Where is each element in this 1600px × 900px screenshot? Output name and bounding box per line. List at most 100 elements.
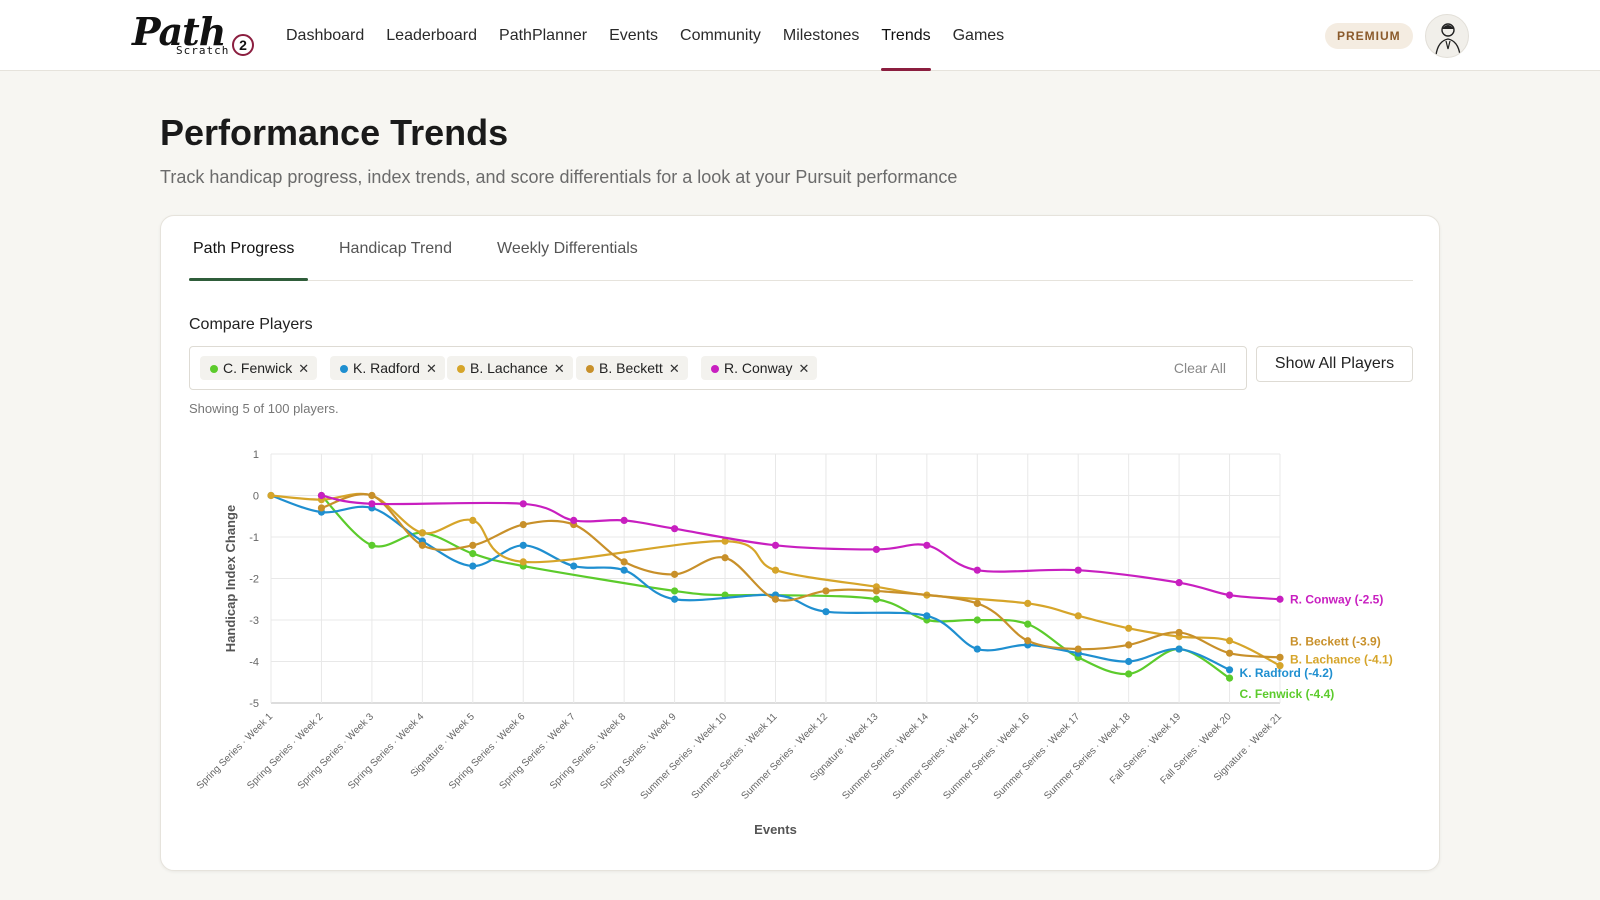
data-point bbox=[267, 491, 275, 500]
tab-path-progress[interactable]: Path Progress bbox=[193, 240, 295, 257]
trend-tabs: Path Progress Handicap Trend Weekly Diff… bbox=[189, 216, 1413, 281]
remove-player-icon[interactable]: ✕ bbox=[553, 361, 565, 376]
data-point bbox=[1024, 620, 1032, 628]
y-tick-label: -5 bbox=[249, 698, 259, 710]
data-point bbox=[671, 595, 679, 603]
remove-player-icon[interactable]: ✕ bbox=[298, 361, 310, 376]
data-point bbox=[822, 587, 830, 595]
trends-card: Path Progress Handicap Trend Weekly Diff… bbox=[160, 215, 1440, 871]
data-point bbox=[822, 608, 830, 616]
logo-badge: 2 bbox=[232, 34, 254, 56]
player-color-dot bbox=[340, 365, 348, 373]
data-point bbox=[973, 645, 981, 653]
nav-pathplanner[interactable]: PathPlanner bbox=[499, 27, 588, 44]
data-point bbox=[620, 558, 628, 566]
data-point bbox=[469, 516, 477, 524]
data-point bbox=[519, 500, 527, 508]
data-point bbox=[519, 558, 527, 566]
data-point bbox=[469, 541, 477, 549]
data-point bbox=[1074, 566, 1082, 574]
player-chip: R. Conway ✕ bbox=[701, 356, 818, 380]
player-chip: C. Fenwick ✕ bbox=[200, 356, 318, 380]
data-point bbox=[1276, 653, 1284, 661]
data-point bbox=[872, 587, 881, 595]
data-point bbox=[771, 566, 780, 574]
data-point bbox=[368, 541, 376, 549]
player-chip: B. Beckett ✕ bbox=[576, 356, 688, 380]
path2scratch-logo[interactable]: Path Scratch 2 bbox=[132, 12, 256, 58]
player-color-dot bbox=[711, 365, 719, 373]
player-chip-label: R. Conway bbox=[724, 360, 793, 376]
x-tick-label: Summer Series · Week 14 bbox=[840, 711, 931, 802]
active-tab-indicator bbox=[189, 278, 308, 281]
data-point bbox=[1175, 628, 1183, 637]
nav-trends[interactable]: Trends bbox=[881, 0, 931, 71]
player-chip-label: B. Beckett bbox=[599, 360, 663, 376]
logo-subtext: Scratch bbox=[176, 44, 230, 57]
user-avatar-icon[interactable] bbox=[1425, 14, 1469, 58]
premium-badge[interactable]: PREMIUM bbox=[1325, 23, 1413, 49]
nav-dashboard[interactable]: Dashboard bbox=[286, 27, 365, 44]
data-point bbox=[1125, 641, 1133, 649]
show-all-players-button[interactable]: Show All Players bbox=[1256, 346, 1413, 382]
x-tick-label: Summer Series · Week 12 bbox=[740, 711, 831, 802]
player-select-input[interactable]: Clear All C. Fenwick ✕ K. Radford ✕ B. Lacha… bbox=[189, 346, 1247, 390]
data-point bbox=[973, 599, 981, 607]
player-chip: B. Lachance ✕ bbox=[447, 356, 573, 380]
data-point bbox=[771, 595, 780, 603]
data-point bbox=[519, 541, 527, 549]
data-point bbox=[721, 554, 729, 562]
data-point bbox=[519, 520, 527, 529]
data-point bbox=[317, 491, 326, 500]
top-navigation-bar: Path Scratch 2 Dashboard Leaderboard PathP… bbox=[0, 0, 1600, 71]
data-point bbox=[1225, 674, 1234, 682]
nav-milestones[interactable]: Milestones bbox=[782, 27, 860, 44]
data-point bbox=[771, 541, 780, 549]
x-tick-label: Summer Series · Week 16 bbox=[941, 711, 1032, 802]
remove-player-icon[interactable]: ✕ bbox=[668, 361, 680, 376]
data-point bbox=[317, 504, 326, 512]
series-end-label: C. Fenwick (-4.4) bbox=[1240, 687, 1335, 701]
nav-events[interactable]: Events bbox=[609, 27, 659, 44]
clear-all-button[interactable]: Clear All bbox=[1173, 360, 1226, 376]
series-line-k-radford bbox=[270, 494, 1230, 671]
x-tick-label: Summer Series · Week 11 bbox=[690, 711, 780, 801]
data-point bbox=[671, 570, 679, 578]
data-point bbox=[872, 595, 881, 603]
y-tick-label: -4 bbox=[249, 657, 259, 669]
data-point bbox=[1225, 637, 1234, 645]
data-point bbox=[1225, 591, 1234, 599]
remove-player-icon[interactable]: ✕ bbox=[798, 361, 810, 376]
data-point bbox=[1276, 595, 1284, 603]
data-point bbox=[1125, 657, 1133, 666]
compare-players-label: Compare Players bbox=[189, 316, 313, 333]
data-point bbox=[1225, 649, 1234, 657]
data-point bbox=[1175, 645, 1183, 653]
data-point bbox=[1074, 612, 1082, 620]
nav-games[interactable]: Games bbox=[952, 27, 1005, 44]
data-point bbox=[1074, 645, 1082, 653]
data-point bbox=[923, 541, 931, 549]
y-tick-label: 0 bbox=[253, 491, 259, 503]
data-point bbox=[368, 500, 376, 508]
data-point bbox=[620, 516, 628, 524]
player-chip-label: K. Radford bbox=[353, 360, 420, 376]
x-tick-label: Summer Series · Week 17 bbox=[992, 711, 1083, 802]
data-point bbox=[469, 550, 477, 558]
data-point bbox=[368, 491, 376, 500]
data-point bbox=[418, 529, 426, 537]
y-axis-title: Handicap Index Change bbox=[223, 505, 238, 652]
nav-leaderboard[interactable]: Leaderboard bbox=[386, 27, 478, 44]
showing-count-text: Showing 5 of 100 players. bbox=[189, 401, 339, 416]
tab-handicap-trend[interactable]: Handicap Trend bbox=[339, 240, 452, 257]
data-point bbox=[671, 587, 679, 595]
main-nav: Dashboard Leaderboard PathPlanner Events Com… bbox=[286, 0, 1026, 71]
nav-community[interactable]: Community bbox=[680, 27, 761, 44]
y-tick-label: -1 bbox=[249, 532, 259, 544]
data-point bbox=[1125, 624, 1133, 632]
tab-weekly-differentials[interactable]: Weekly Differentials bbox=[497, 240, 638, 257]
logo-wordmark: Path bbox=[132, 9, 226, 54]
x-axis-title: Events bbox=[754, 822, 797, 837]
remove-player-icon[interactable]: ✕ bbox=[425, 361, 437, 376]
series-end-label: R. Conway (-2.5) bbox=[1290, 592, 1383, 606]
